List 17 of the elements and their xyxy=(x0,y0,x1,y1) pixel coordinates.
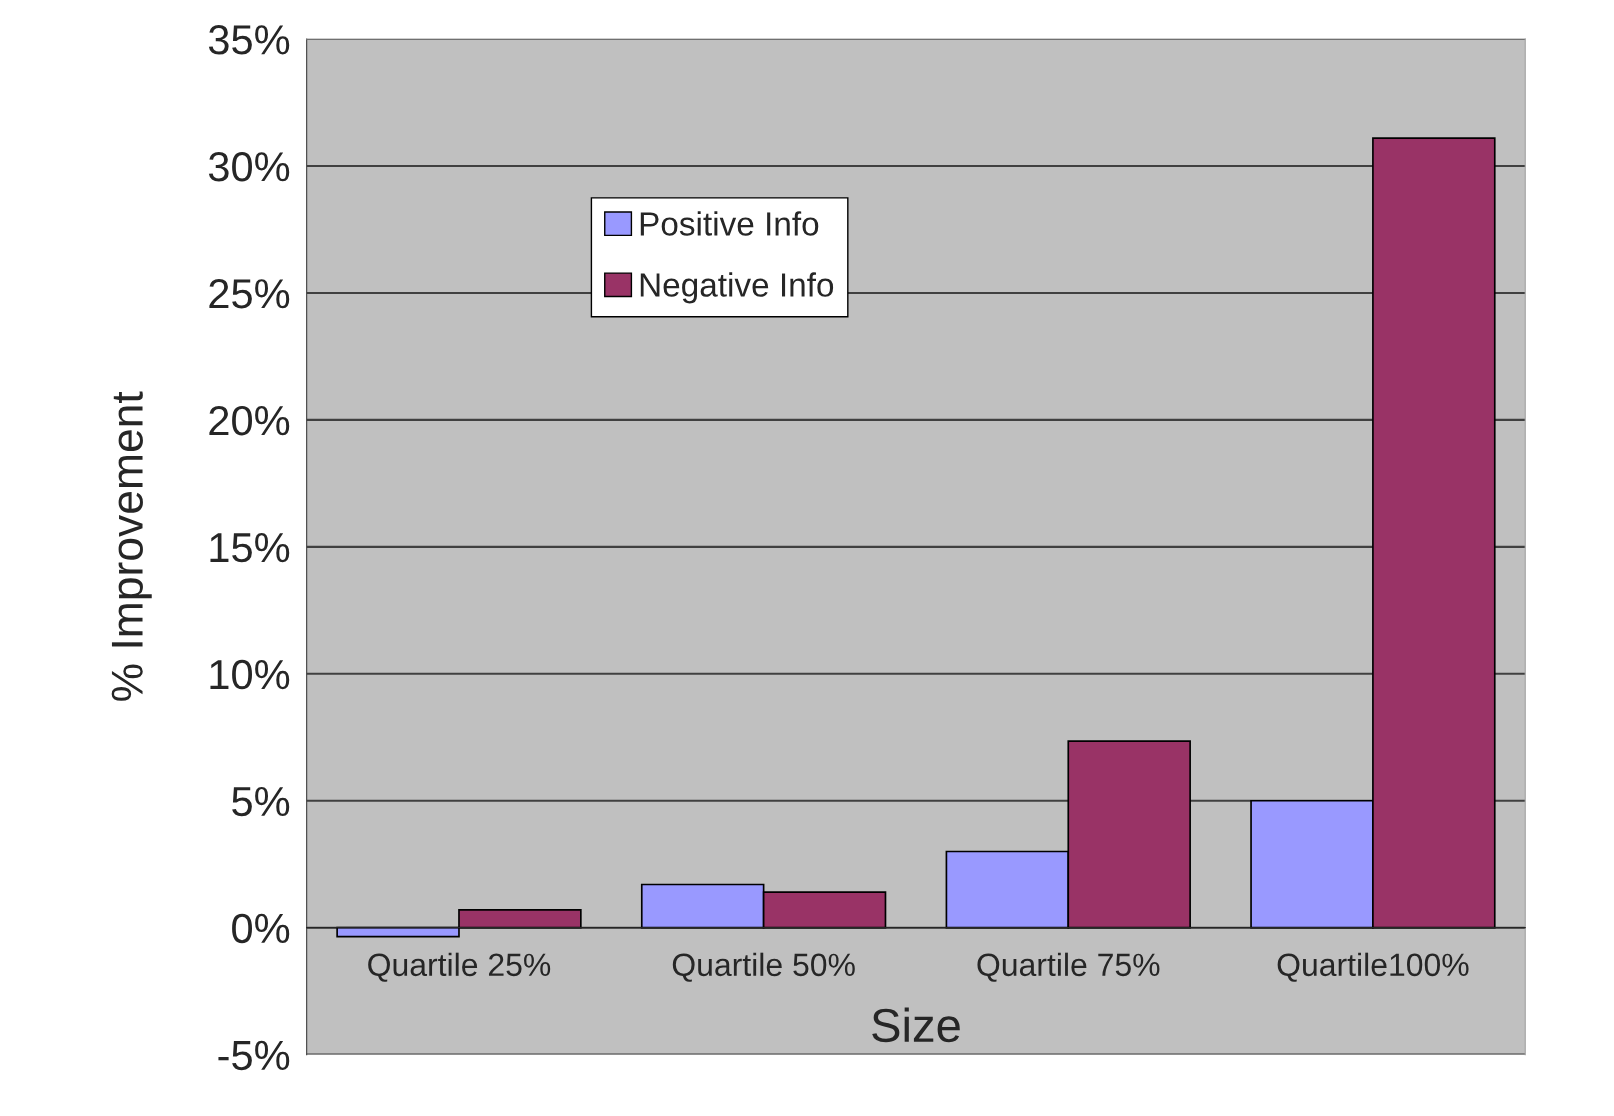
x-tick-label: Quartile100% xyxy=(1277,952,1469,982)
y-tick-label: 20% xyxy=(209,405,290,436)
y-tick-label: 15% xyxy=(210,533,290,563)
y-tick-label: -5% xyxy=(218,1040,290,1071)
x-tick-label: Quartile 75% xyxy=(977,952,1160,982)
legend-label: Positive Info xyxy=(640,211,819,236)
x-axis-title: Size xyxy=(872,1007,960,1043)
y-tick-label: 25% xyxy=(209,278,290,309)
legend-label: Negative Info xyxy=(640,272,834,304)
x-tick-label: Quartile 25% xyxy=(368,952,551,982)
y-tick-label: 35% xyxy=(208,25,290,55)
y-axis-title: % Improvement xyxy=(111,391,152,701)
y-tick-label: 0% xyxy=(232,913,290,944)
y-tick-label: 5% xyxy=(232,786,290,817)
y-tick-label: 30% xyxy=(208,152,290,182)
x-tick-label: Quartile 50% xyxy=(672,952,855,982)
y-tick-label: 10% xyxy=(210,659,290,690)
